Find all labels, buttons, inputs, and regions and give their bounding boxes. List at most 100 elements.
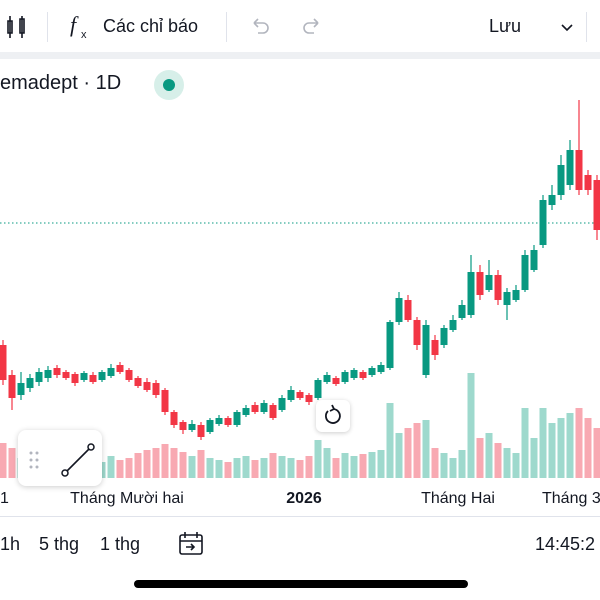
volume-bar [575,408,583,478]
candle-body [287,390,295,400]
volume-bar [584,418,592,478]
volume-bar [197,450,205,478]
volume-bar [395,433,403,478]
svg-text:f: f [70,12,79,37]
volume-bar [341,453,349,478]
volume-bar [242,456,250,478]
separator [226,12,227,42]
candle-body [368,368,376,375]
candle-body [422,325,430,375]
clock: 14:45:2 [535,534,596,554]
candle-body [512,290,520,300]
range-button[interactable]: 5 thg [39,534,80,554]
drawing-tools[interactable] [18,430,102,486]
goto-date[interactable] [177,530,205,558]
x-axis-label: 2026 [286,490,322,507]
candle-body [350,370,358,378]
candle-body [170,412,178,425]
market-status [154,70,184,100]
volume-bar [386,403,394,478]
volume-bar [143,450,151,478]
candle-body [539,200,547,245]
volume-bar [233,458,241,478]
volume-bar [521,408,529,478]
candle-body [215,418,223,424]
candle-body [413,320,421,345]
candle-body [449,320,457,330]
candle-body [494,275,502,300]
candle-body [62,372,70,378]
range-button[interactable]: 1h [0,534,21,554]
candle-body [161,390,169,412]
candle-body [521,255,529,290]
candle-body [35,372,43,382]
candle-body [134,378,142,386]
volume-bar [332,458,340,478]
candle-body [458,305,466,318]
volume-bar [125,458,133,478]
candle-body [197,425,205,437]
volume-bar [350,456,358,478]
chart-type-icon[interactable] [4,12,34,42]
candle-body [323,375,331,382]
svg-text:x: x [81,29,87,41]
volume-bar [116,460,124,478]
candle-body [116,365,124,372]
volume-bar [224,462,232,478]
separator [586,12,587,42]
volume-bar [0,443,7,478]
candle-body [584,175,592,190]
reset-chart[interactable] [316,400,350,432]
x-axis-label: 1 [0,490,9,507]
volume-bar [467,373,475,478]
volume-bar [404,428,412,478]
volume-bar [458,450,466,478]
candle-body [314,380,322,398]
undo[interactable] [248,15,272,39]
candle-body [404,300,412,320]
volume-bar [449,458,457,478]
volume-bar [566,413,574,478]
save-button[interactable]: Lưu [489,16,522,36]
volume-bar [530,438,538,478]
candle-body [242,408,250,415]
volume-bar [557,418,565,478]
redo[interactable] [300,15,324,39]
candle-body [359,372,367,378]
candle-body [8,375,16,398]
save-menu[interactable] [559,19,575,35]
volume-bar [503,448,511,478]
volume-bar [377,450,385,478]
line-tool[interactable] [18,430,102,486]
candle-body [224,418,232,425]
candle-body [377,365,385,372]
range-button[interactable]: 1 thg [100,534,141,554]
candle-body [503,292,511,305]
candle-body [530,250,538,270]
candle-body [296,392,304,398]
volume-bar [476,438,484,478]
volume-bar [440,453,448,478]
chart: 1 Tháng Mười hai 2026 Tháng Hai Tháng 3 [0,100,600,507]
volume-bar [287,458,295,478]
candle-body [557,165,565,195]
candle-body [548,195,556,205]
volume-bar [548,423,556,478]
volume-bar [98,462,106,478]
indicators-button[interactable]: Các chỉ báo [103,16,199,36]
candle-body [278,398,286,410]
volume-bar [107,456,115,478]
x-axis-label: Tháng 3 [542,490,600,507]
volume-bar [161,444,169,478]
candle-body [431,340,439,355]
volume-bar [368,452,376,478]
volume-bar [593,428,600,478]
candle-body [305,395,313,402]
volume-bar [305,456,313,478]
volume-bar [314,440,322,478]
volume-bar [179,452,187,478]
candle-body [233,412,241,425]
candle-body [206,420,214,432]
